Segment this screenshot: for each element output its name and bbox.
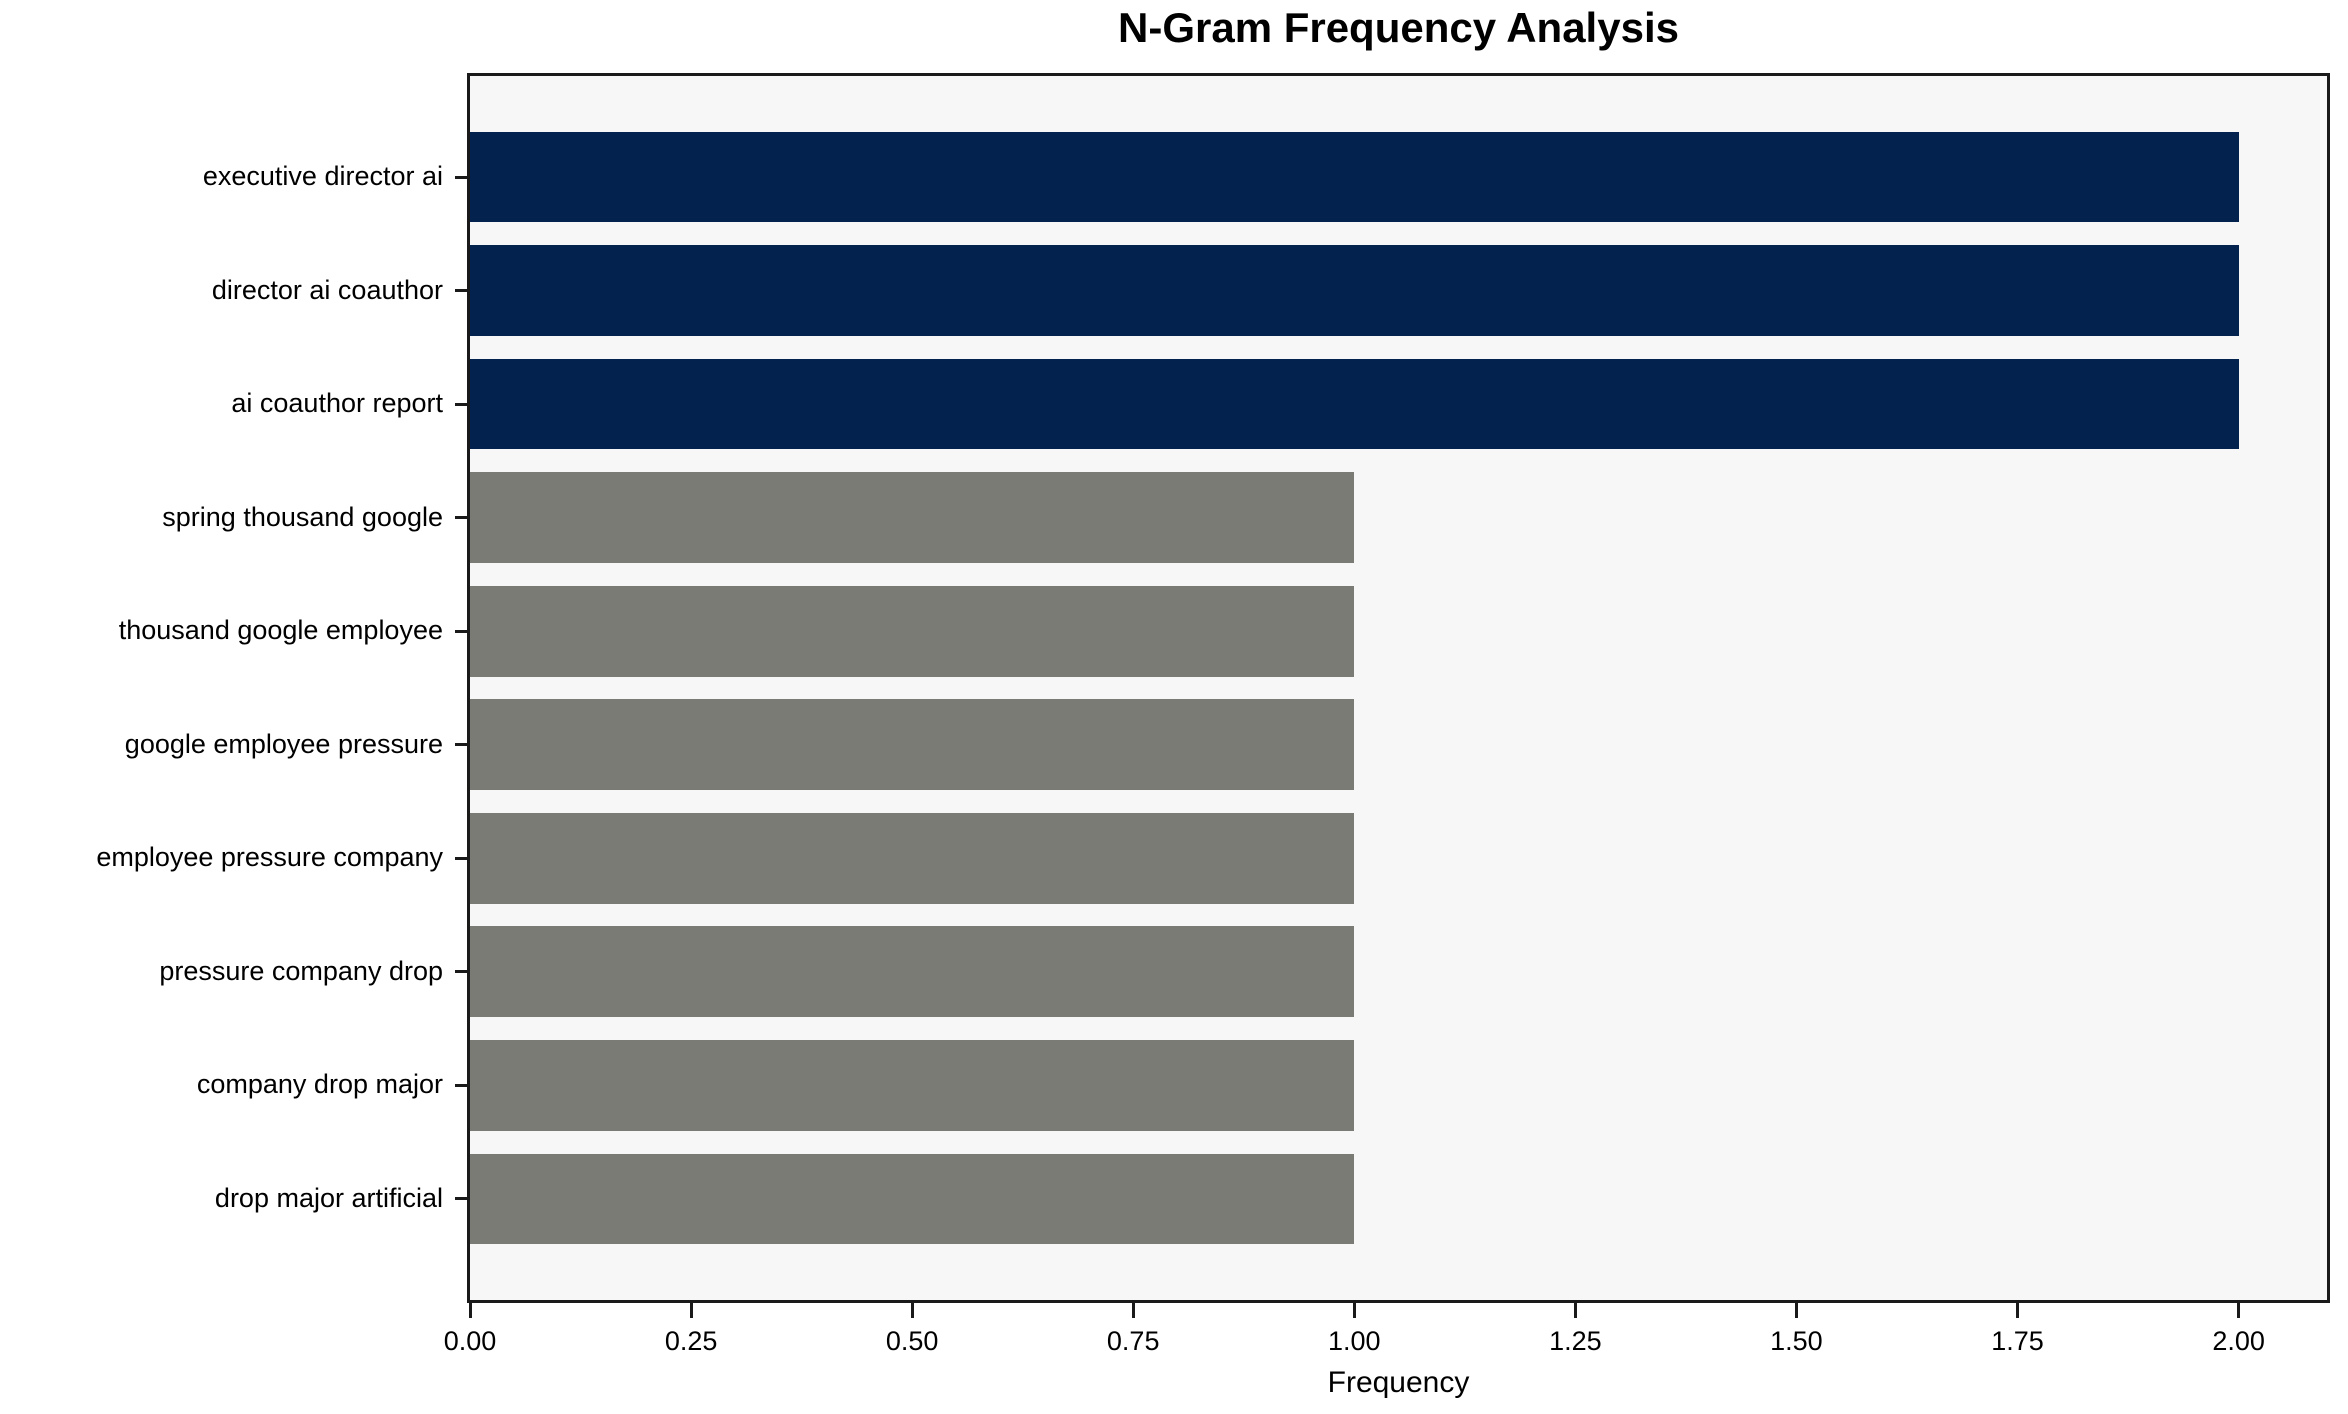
y-tick-label: director ai coauthor: [211, 274, 443, 305]
x-tick-label: 0.00: [443, 1326, 497, 1356]
y-tick-mark: [455, 402, 467, 406]
x-tick-mark: [1794, 1303, 1798, 1318]
bar-company-drop-major: [470, 1040, 1355, 1131]
chart-title: N-Gram Frequency Analysis: [1118, 4, 1679, 51]
plot-area: [467, 73, 2330, 1303]
x-tick-mark: [468, 1303, 472, 1318]
y-tick-mark: [455, 1197, 467, 1201]
bar-spring-thousand-google: [470, 472, 1355, 564]
bar-drop-major-artificial: [470, 1153, 1355, 1245]
y-tick-mark: [455, 629, 467, 633]
bar-executive-director-ai: [470, 131, 2239, 223]
x-tick-mark: [1573, 1303, 1577, 1318]
y-tick-mark: [455, 289, 467, 293]
bar-pressure-company-drop: [470, 926, 1355, 1018]
x-axis-title: Frequency: [1327, 1366, 1470, 1399]
bar-thousand-google-employee: [470, 585, 1355, 677]
y-tick-mark: [455, 175, 467, 179]
x-tick-label: 1.25: [1549, 1326, 1602, 1356]
x-tick-mark: [1352, 1303, 1356, 1318]
y-tick-mark: [455, 1083, 467, 1087]
y-tick-label: thousand google employee: [118, 615, 443, 646]
y-tick-label: pressure company drop: [159, 955, 443, 986]
bar-google-employee-pressure: [470, 699, 1355, 791]
y-tick-label: employee pressure company: [96, 842, 443, 873]
y-tick-mark: [455, 743, 467, 747]
x-tick-label: 1.50: [1770, 1326, 1823, 1356]
y-tick-label: drop major artificial: [214, 1182, 443, 1213]
y-tick-mark: [455, 856, 467, 860]
y-tick-mark: [455, 970, 467, 974]
bar-director-ai-coauthor: [470, 245, 2239, 336]
y-tick-label: executive director ai: [202, 161, 443, 192]
bar-ai-coauthor-report: [470, 358, 2239, 450]
y-tick-label: ai coauthor report: [231, 388, 443, 419]
x-tick-label: 1.75: [1991, 1326, 2044, 1356]
x-tick-label: 2.00: [2212, 1326, 2265, 1356]
x-tick-label: 0.25: [664, 1326, 718, 1356]
y-tick-mark: [455, 516, 467, 520]
x-tick-label: 0.50: [885, 1326, 939, 1356]
x-tick-label: 0.75: [1106, 1326, 1160, 1356]
x-tick-mark: [910, 1303, 914, 1318]
y-tick-label: google employee pressure: [124, 728, 443, 759]
x-tick-mark: [2237, 1303, 2241, 1318]
y-tick-label: spring thousand google: [162, 501, 443, 532]
bar-employee-pressure-company: [470, 812, 1355, 904]
x-tick-mark: [689, 1303, 693, 1318]
y-tick-label: company drop major: [196, 1069, 443, 1100]
x-tick-mark: [2016, 1303, 2019, 1318]
x-tick-mark: [1131, 1303, 1135, 1318]
x-tick-label: 1.00: [1328, 1326, 1381, 1356]
